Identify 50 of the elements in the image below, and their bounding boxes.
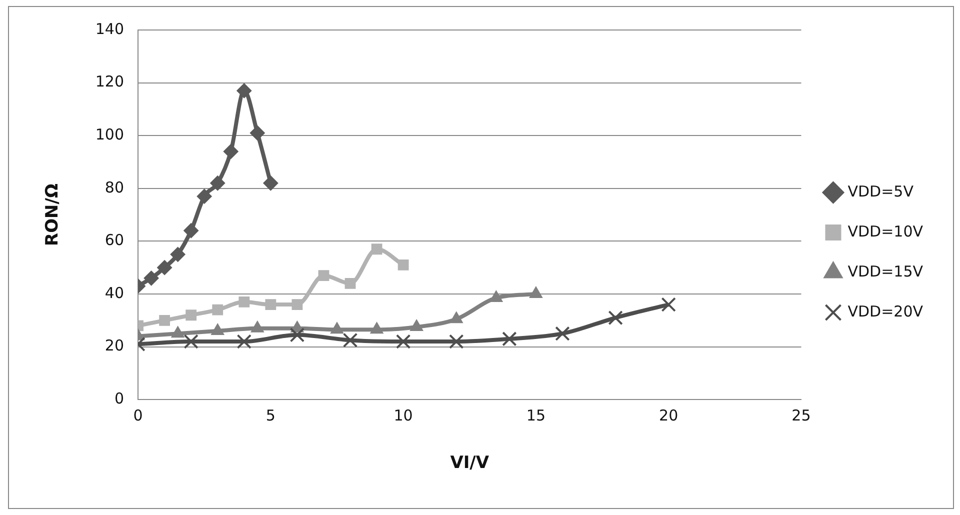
- legend-label: VDD=15V: [848, 262, 924, 280]
- y-tick-label: 0: [114, 389, 124, 408]
- x-tick-label: 25: [792, 406, 811, 424]
- legend-label: VDD=10V: [848, 222, 924, 240]
- point: [290, 328, 305, 342]
- point: [265, 299, 276, 310]
- x-tick-label: 20: [659, 406, 678, 424]
- point: [236, 83, 252, 98]
- y-axis-title: RON/Ω: [42, 184, 63, 246]
- point: [371, 244, 382, 255]
- legend-label: VDD=20V: [848, 302, 924, 320]
- point: [159, 314, 170, 326]
- point: [196, 188, 212, 204]
- y-tick-label: 60: [104, 231, 124, 250]
- point: [186, 310, 197, 321]
- y-tick-label: 80: [104, 178, 124, 196]
- point: [157, 260, 172, 276]
- x-axis-title: VI/V: [450, 453, 490, 474]
- point: [318, 270, 330, 281]
- point: [396, 334, 411, 349]
- point: [212, 304, 224, 316]
- x-tick-label: 5: [266, 406, 276, 424]
- y-tick-label: 140: [95, 20, 124, 38]
- legend-label: VDD=5V: [848, 182, 914, 200]
- point: [344, 278, 356, 289]
- point: [661, 297, 676, 312]
- point: [342, 332, 358, 348]
- point: [398, 260, 409, 270]
- point: [292, 299, 303, 310]
- point: [223, 144, 238, 159]
- x-tick-label: 0: [133, 406, 143, 424]
- y-tick-label: 100: [95, 125, 124, 144]
- point: [449, 334, 464, 349]
- point: [184, 223, 199, 238]
- point: [144, 270, 159, 286]
- point: [502, 332, 517, 346]
- point: [250, 125, 265, 140]
- point: [608, 310, 623, 326]
- y-tick-label: 40: [104, 284, 124, 302]
- point: [555, 326, 570, 341]
- point: [210, 176, 226, 191]
- point: [170, 246, 186, 262]
- x-tick-label: 15: [526, 406, 546, 424]
- y-tick-label: 20: [104, 336, 124, 355]
- point: [238, 296, 250, 308]
- point: [236, 334, 252, 349]
- y-tick-label: 120: [95, 72, 124, 91]
- x-tick-label: 10: [394, 406, 413, 424]
- point: [263, 176, 278, 191]
- point: [184, 334, 198, 349]
